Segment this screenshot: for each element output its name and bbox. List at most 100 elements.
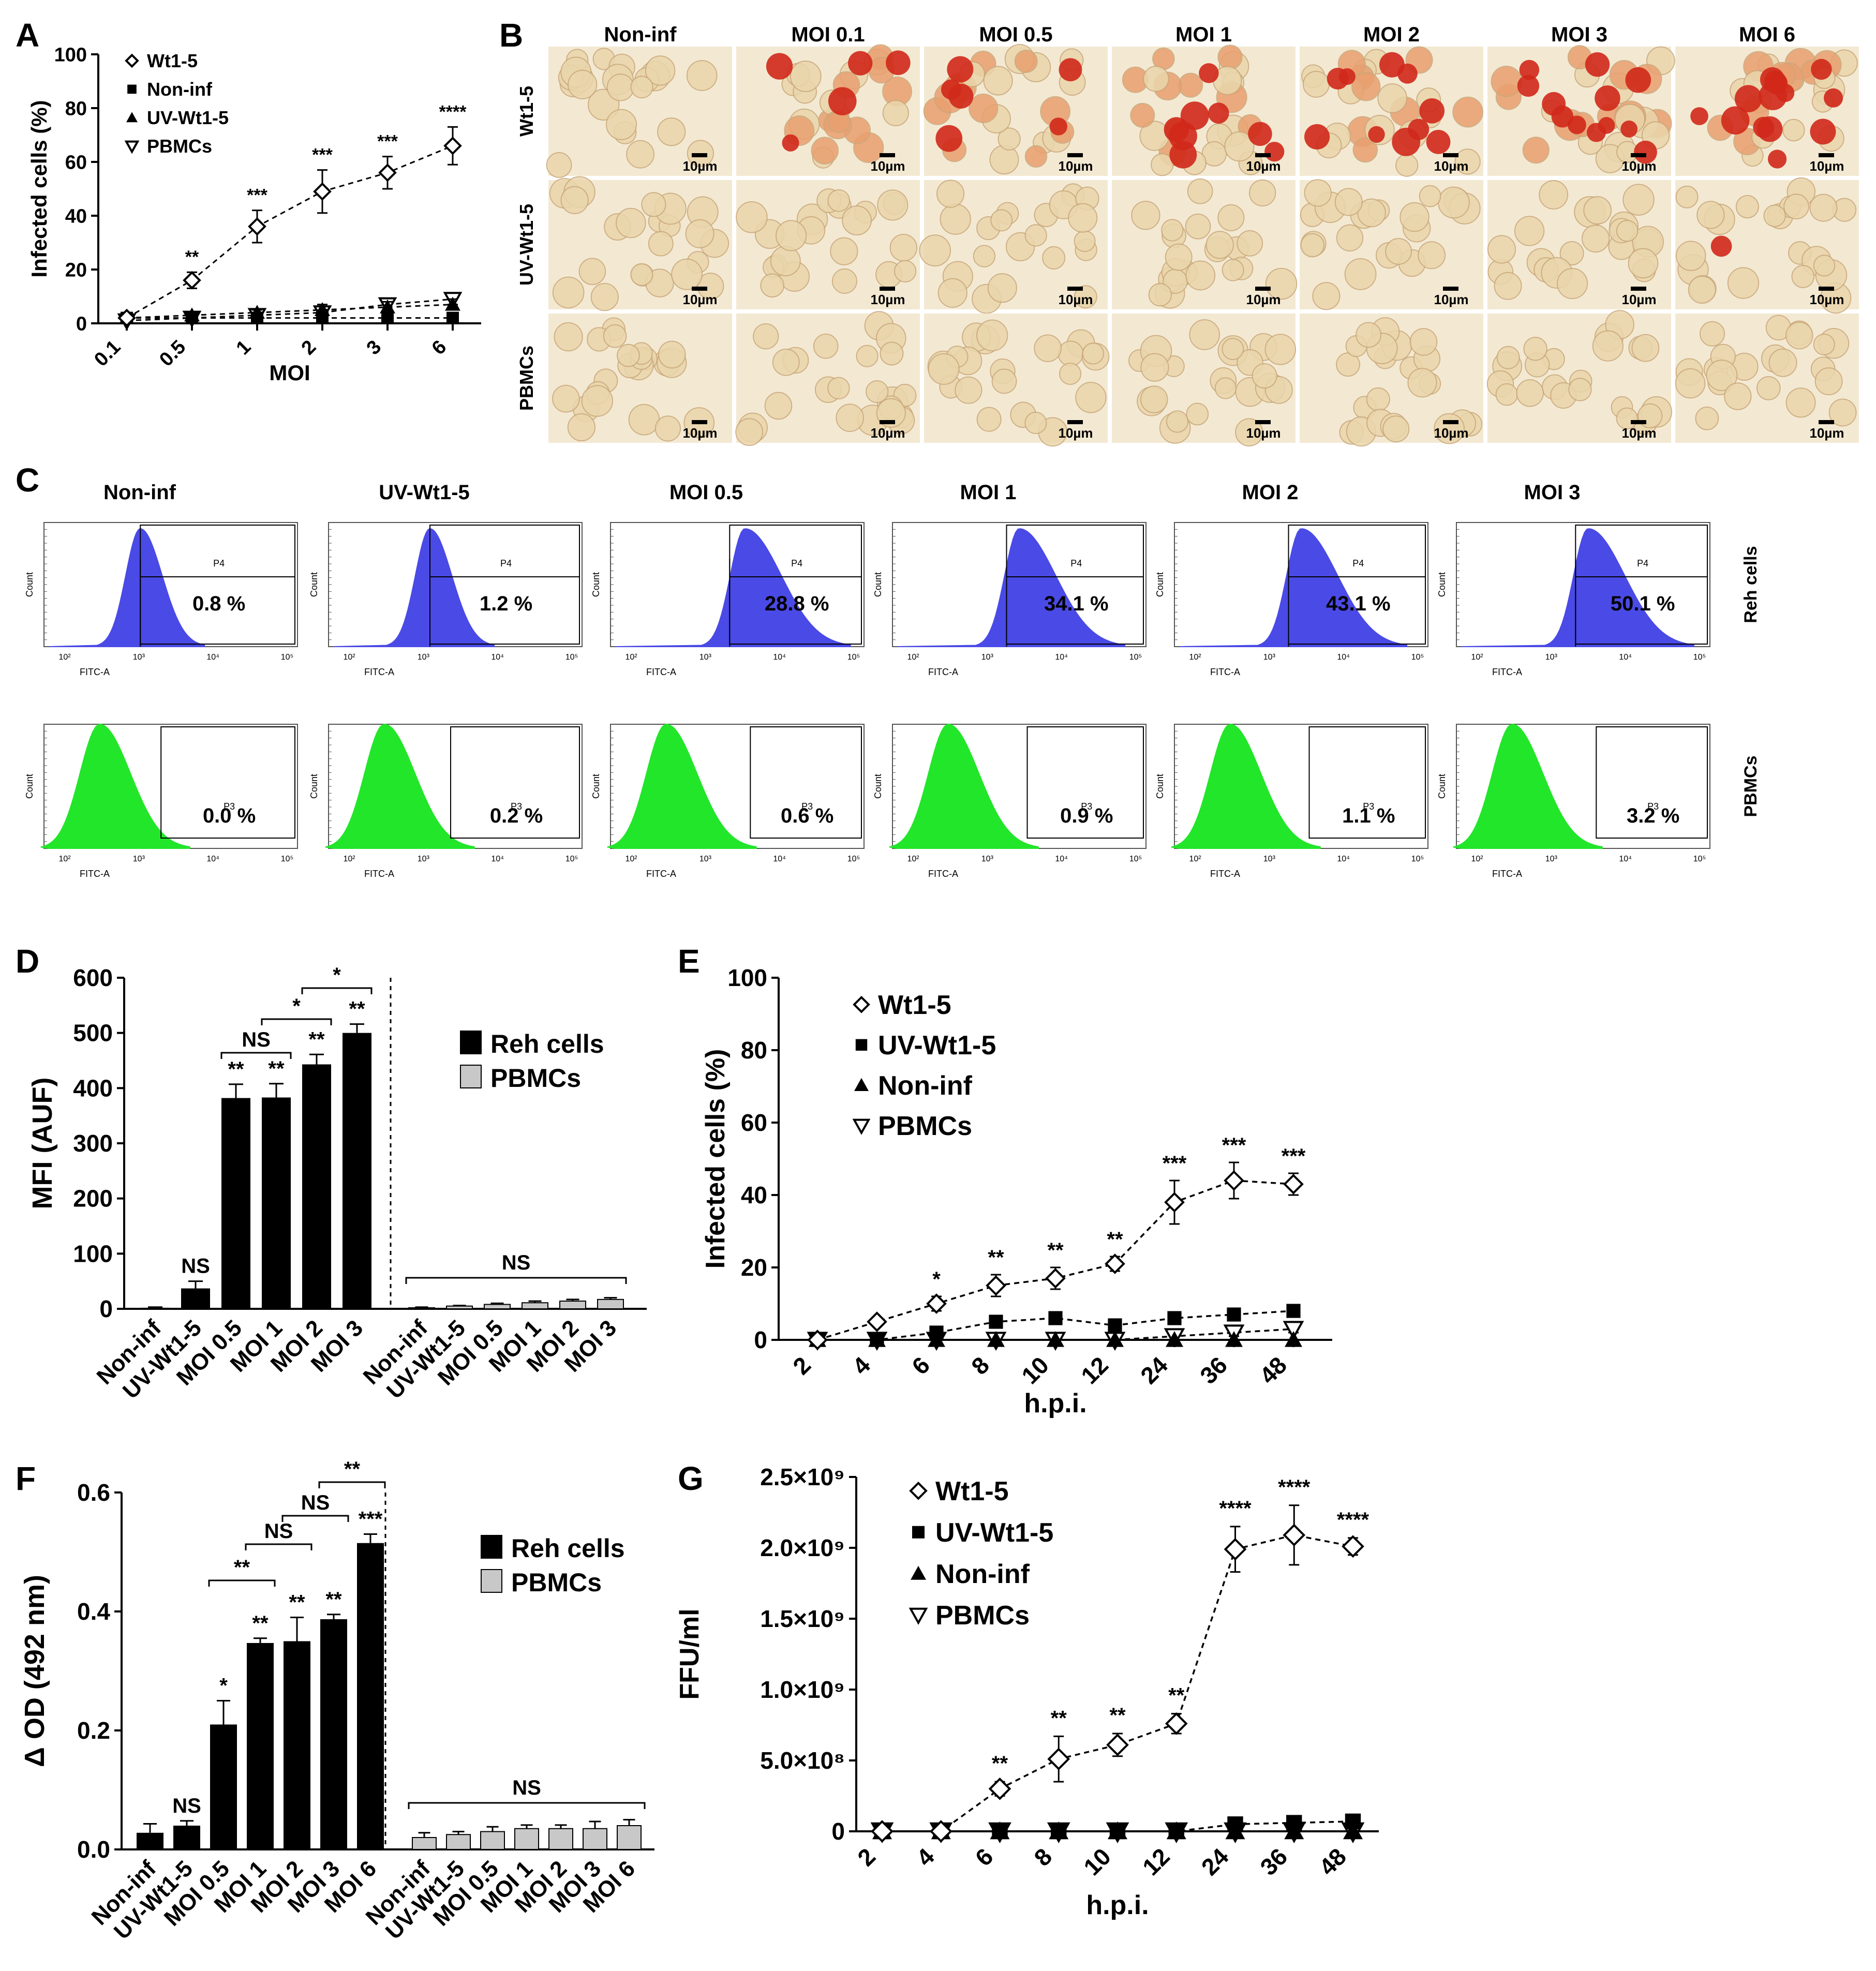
stained-cell <box>1734 85 1762 113</box>
data-point-uv-wt1-5 <box>445 296 460 311</box>
micrograph-tile: 10µm <box>1487 45 1675 176</box>
micrograph-row-label: PBMCs <box>516 346 537 411</box>
flow-x-label: FITC-A <box>1492 667 1522 677</box>
gate-box <box>450 726 580 839</box>
stained-cell <box>1168 122 1197 151</box>
legend-label: PBMCs <box>878 1111 972 1141</box>
flow-column-label: UV-Wt1-5 <box>379 481 470 504</box>
flow-y-label: Count <box>309 774 319 799</box>
stained-cell <box>1519 59 1540 80</box>
flow-decade-label: 10⁴ <box>1337 653 1350 662</box>
cell <box>764 392 793 420</box>
data-point-wt1-5 <box>926 1293 947 1314</box>
data-point-non-inf <box>186 311 198 324</box>
cell <box>1695 406 1719 430</box>
data-point-wt1-5 <box>313 182 332 201</box>
cell <box>1699 321 1725 347</box>
bar-reh-uv-wt1-5 <box>173 1826 200 1849</box>
flow-histogram <box>897 528 1125 647</box>
data-point-uv-wt1-5 <box>1048 1311 1063 1325</box>
flow-column-label: Non-inf <box>103 481 176 504</box>
stained-cell <box>828 87 857 115</box>
cell <box>605 109 637 140</box>
cell <box>1407 368 1437 398</box>
y-tick-label: 0 <box>831 1818 845 1845</box>
y-tick-label: 2.5×10⁹ <box>760 1464 845 1490</box>
flow-decade-label: 10⁵ <box>281 653 293 662</box>
panel-letter-d: D <box>16 943 39 980</box>
bar-pbmc-moi-2 <box>559 1301 586 1309</box>
flow-histogram <box>889 724 1039 849</box>
cell <box>1675 368 1706 399</box>
series-line-uv-wt1-5 <box>126 304 453 319</box>
cell <box>889 234 918 262</box>
flow-decade-label: 10² <box>1471 855 1483 863</box>
scale-bar <box>1255 153 1271 157</box>
micrograph-tile: 10µm <box>1300 313 1483 447</box>
cell <box>735 418 764 446</box>
micrograph-column-label: MOI 0.1 <box>791 23 865 46</box>
cell <box>641 192 666 217</box>
flow-histogram-plot: P30.6 % Count FITC-A 10² 10³ 10⁴ 10⁵ <box>591 724 865 879</box>
flow-y-label: Count <box>1437 572 1447 597</box>
cell <box>1217 204 1245 231</box>
cell <box>1377 83 1408 113</box>
scale-label: 10µm <box>1434 292 1468 307</box>
y-tick-label: 0 <box>99 1295 113 1322</box>
y-axis-title: Infected cells (%) <box>27 100 51 277</box>
bar-reh-moi-0-5 <box>210 1724 237 1849</box>
comparison-bracket <box>318 1481 386 1488</box>
comparison-label: NS <box>264 1520 293 1543</box>
x-tick-label: 10 <box>1016 1351 1054 1389</box>
cell <box>1185 213 1211 240</box>
legend-label: PBMCs <box>511 1568 602 1597</box>
gate-percent: 0.0 % <box>203 804 256 827</box>
flow-decade-label: 10⁵ <box>847 855 860 863</box>
bar-pbmc-moi-3 <box>583 1828 607 1850</box>
data-point-wt1-5 <box>871 1820 894 1843</box>
flow-decade-label: 10³ <box>418 653 430 662</box>
x-tick-label: 0.1 <box>90 336 125 371</box>
data-point-wt1-5 <box>1224 1170 1244 1191</box>
significance-label: ** <box>325 1588 342 1611</box>
legend-swatch <box>481 1535 502 1559</box>
y-tick-label: 80 <box>741 1037 767 1064</box>
x-tick-label: 2 <box>297 336 321 360</box>
legend-marker <box>909 1607 928 1625</box>
flow-decade-label: 10⁴ <box>206 855 219 863</box>
panel-c-flow-cytometry: Non-inf UV-Wt1-5 MOI 0.5 MOI 1 MOI 2 MOI 3 P4 0… <box>24 481 1761 879</box>
panel-a-line-chart: 0 20 40 60 80 100 0.1 0.5 1 2 3 6 MOI Infected cells … <box>27 44 481 385</box>
cell <box>1140 353 1169 382</box>
comparison-label: NS <box>301 1491 330 1514</box>
cell <box>1637 403 1663 429</box>
data-point-wt1-5 <box>1105 1253 1125 1274</box>
y-tick-label: 0.0 <box>77 1836 110 1863</box>
scale-label: 10µm <box>1621 292 1656 307</box>
bar-reh-moi-1 <box>262 1097 291 1309</box>
flow-histogram-plot: P30.0 % Count FITC-A 10² 10³ 10⁴ 10⁵ <box>24 724 298 879</box>
cell <box>770 246 801 277</box>
x-tick-label: 6 <box>428 336 451 360</box>
stained-cell <box>1811 58 1832 80</box>
stained-cell <box>1368 126 1385 143</box>
cell <box>1237 230 1263 257</box>
cell <box>830 237 858 265</box>
cell <box>1395 154 1419 177</box>
micrograph-tile: 10µm <box>923 43 1108 176</box>
flow-y-label: Count <box>309 572 319 597</box>
legend-label: Reh cells <box>490 1029 604 1058</box>
comparison-label: * <box>333 964 341 987</box>
y-tick-label: 100 <box>727 964 767 991</box>
micrograph-tile: 10µm <box>548 176 732 311</box>
flow-decade-label: 10² <box>1189 653 1201 662</box>
flow-decade-label: 10⁴ <box>491 653 504 662</box>
flow-x-label: FITC-A <box>1492 869 1522 879</box>
panel-f-bar-chart: 0.00.20.40.6Δ OD (492 nm)Non-infNSUV-Wt1… <box>19 1458 654 1945</box>
cell <box>1252 363 1277 389</box>
bar-pbmc-uv-wt1-5 <box>446 1834 471 1850</box>
panel-letter-e: E <box>678 943 700 980</box>
cell <box>685 219 714 248</box>
cell <box>882 99 909 127</box>
cell <box>1336 224 1364 252</box>
